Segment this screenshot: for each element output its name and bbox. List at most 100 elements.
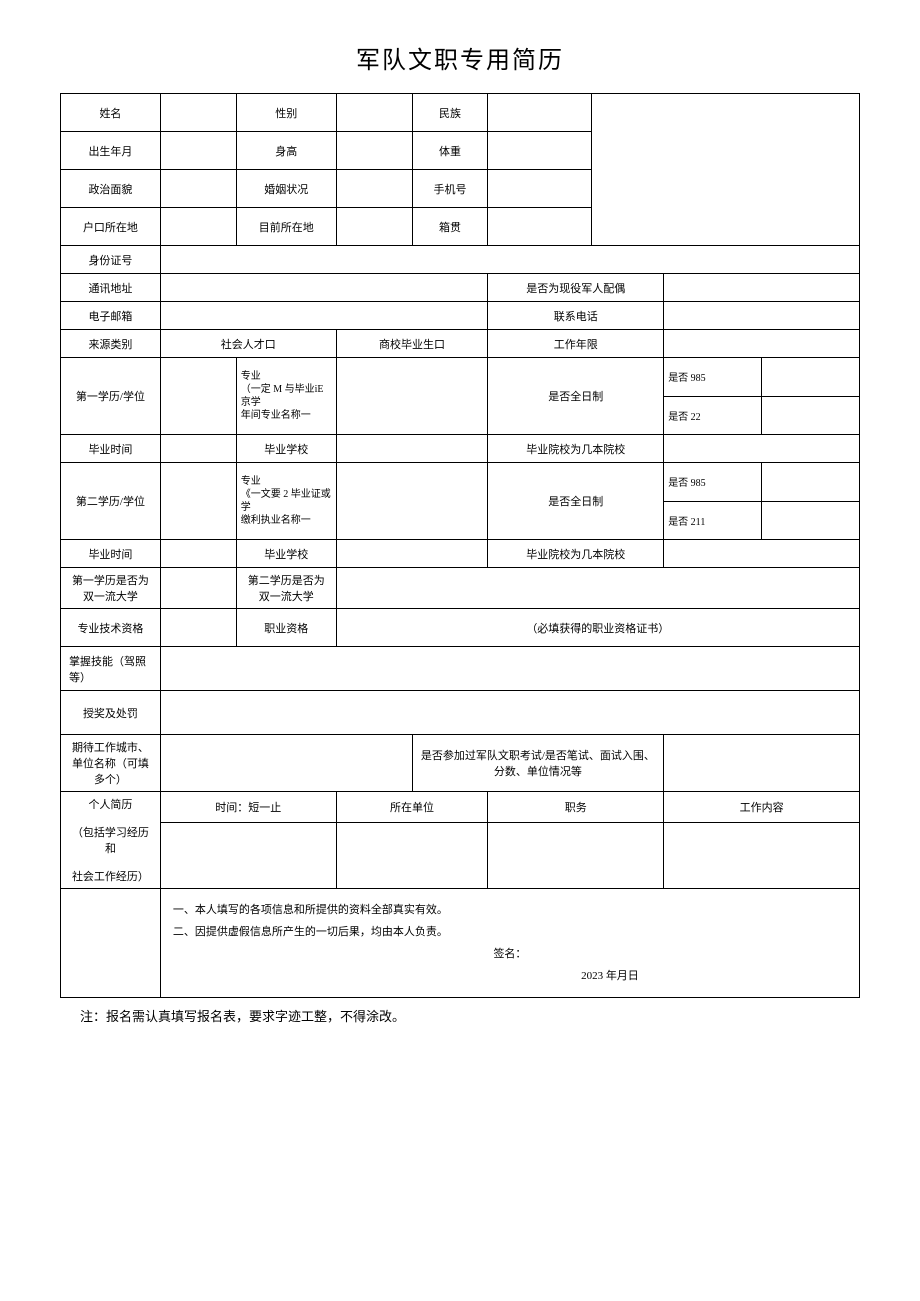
label-height: 身高 — [236, 132, 336, 170]
col-org: 所在单位 — [336, 792, 488, 823]
col-time: 时间：短一止 — [160, 792, 336, 823]
label-techqual: 专业技术资格 — [61, 609, 161, 647]
page-title: 军队文职专用简历 — [60, 40, 860, 75]
label-contact-phone: 联系电话 — [488, 302, 664, 330]
field-birth[interactable] — [160, 132, 236, 170]
label-spouse-mil: 是否为现役军人配偶 — [488, 274, 664, 302]
label-fulltime2: 是否全日制 — [488, 463, 664, 540]
label-gradschool1: 毕业学校 — [236, 435, 336, 463]
label-email: 电子邮箱 — [61, 302, 161, 330]
label-major2: 专业 《一文要 2 毕业证或学 缴利执业名称一 — [236, 463, 336, 540]
field-height[interactable] — [336, 132, 412, 170]
label-gradschool2: 毕业学校 — [236, 540, 336, 568]
field-phone[interactable] — [488, 170, 592, 208]
label-double1: 第一学历是否为双一流大学 — [61, 568, 161, 609]
field-is985-1[interactable] — [762, 358, 859, 396]
field-occqual-note[interactable]: （必填获得的职业资格证书） — [336, 609, 859, 647]
declaration-cell: 一、本人填写的各项信息和所提供的资料全部真实有效。 二、因提供虚假信息所产生的一… — [160, 889, 859, 998]
label-occqual: 职业资格 — [236, 609, 336, 647]
field-gender[interactable] — [336, 94, 412, 132]
label-work-years: 工作年限 — [488, 330, 664, 358]
label-tier1: 毕业院校为几本院校 — [488, 435, 664, 463]
label-major1: 专业 （一定 M 与毕业iE京学 年间专业名称一 — [236, 358, 336, 435]
label-origin: 箱贯 — [412, 208, 488, 246]
field-email[interactable] — [160, 302, 488, 330]
field-degree1[interactable] — [160, 358, 236, 435]
label-hukou: 户口所在地 — [61, 208, 161, 246]
decl-line1: 一、本人填写的各项信息和所提供的资料全部真实有效。 — [173, 899, 847, 921]
field-hukou[interactable] — [160, 208, 236, 246]
field-tier1[interactable] — [664, 435, 860, 463]
field-name[interactable] — [160, 94, 236, 132]
footer-note: 注：报名需认真填写报名表，要求字迹工整，不得涂改。 — [60, 1006, 860, 1025]
field-tier2[interactable] — [664, 540, 860, 568]
field-double2[interactable] — [336, 568, 859, 609]
label-gender: 性别 — [236, 94, 336, 132]
field-gradschool1[interactable] — [336, 435, 488, 463]
field-major2[interactable] — [336, 463, 488, 540]
field-resume-org[interactable] — [336, 822, 488, 888]
field-idno[interactable] — [160, 246, 859, 274]
label-weight: 体重 — [412, 132, 488, 170]
label-fulltime1: 是否全日制 — [488, 358, 664, 435]
field-contact-phone[interactable] — [664, 302, 860, 330]
label-exam-history: 是否参加过军队文职考试/是否笔试、面试入围、分数、单位情况等 — [412, 735, 664, 792]
field-is211[interactable] — [762, 501, 859, 539]
field-exam-history[interactable] — [664, 735, 860, 792]
opt-school[interactable]: 商校毕业生口 — [336, 330, 488, 358]
field-expect[interactable] — [160, 735, 412, 792]
label-political: 政治面貌 — [61, 170, 161, 208]
field-resume-content[interactable] — [664, 822, 860, 888]
col-duty: 职务 — [488, 792, 664, 823]
field-gradtime1[interactable] — [160, 435, 236, 463]
field-techqual[interactable] — [160, 609, 236, 647]
label-skills: 掌握技能（驾照等） — [61, 647, 161, 691]
field-is22[interactable] — [762, 396, 859, 434]
label-address: 通讯地址 — [61, 274, 161, 302]
opt-social[interactable]: 社会人才口 — [160, 330, 336, 358]
field-current-loc[interactable] — [336, 208, 412, 246]
field-is985-2[interactable] — [762, 463, 859, 501]
field-origin[interactable] — [488, 208, 592, 246]
label-idno: 身份证号 — [61, 246, 161, 274]
field-985-22-wrap: 是否 985 是否 22 — [664, 358, 860, 435]
label-gradtime1: 毕业时间 — [61, 435, 161, 463]
field-political[interactable] — [160, 170, 236, 208]
date-label: 2023 年月日 — [173, 965, 847, 987]
field-degree2[interactable] — [160, 463, 236, 540]
field-resume-duty[interactable] — [488, 822, 664, 888]
label-source: 来源类别 — [61, 330, 161, 358]
field-work-years[interactable] — [664, 330, 860, 358]
field-985-211-wrap: 是否 985 是否 211 — [664, 463, 860, 540]
decl-line2: 二、因提供虚假信息所产生的一切后果，均由本人负责。 — [173, 921, 847, 943]
decl-label-cell — [61, 889, 161, 998]
label-tier2: 毕业院校为几本院校 — [488, 540, 664, 568]
label-ethnicity: 民族 — [412, 94, 488, 132]
field-weight[interactable] — [488, 132, 592, 170]
label-gradtime2: 毕业时间 — [61, 540, 161, 568]
field-address[interactable] — [160, 274, 488, 302]
label-is22: 是否 22 — [664, 396, 761, 434]
field-ethnicity[interactable] — [488, 94, 592, 132]
label-expect: 期待工作城市、单位名称（可填多个） — [61, 735, 161, 792]
field-gradtime2[interactable] — [160, 540, 236, 568]
label-is985-2: 是否 985 — [664, 463, 761, 501]
field-awards[interactable] — [160, 691, 859, 735]
sign-label: 签名： — [173, 943, 847, 965]
label-degree2: 第二学历/学位 — [61, 463, 161, 540]
photo-area[interactable] — [592, 94, 860, 246]
field-skills[interactable] — [160, 647, 859, 691]
field-major1[interactable] — [336, 358, 488, 435]
field-marital[interactable] — [336, 170, 412, 208]
label-is211: 是否 211 — [664, 501, 761, 539]
field-spouse-mil[interactable] — [664, 274, 860, 302]
label-name: 姓名 — [61, 94, 161, 132]
col-content: 工作内容 — [664, 792, 860, 823]
field-double1[interactable] — [160, 568, 236, 609]
label-is985-1: 是否 985 — [664, 358, 761, 396]
field-gradschool2[interactable] — [336, 540, 488, 568]
field-resume-time[interactable] — [160, 822, 336, 888]
label-marital: 婚姻状况 — [236, 170, 336, 208]
label-double2: 第二学历是否为双一流大学 — [236, 568, 336, 609]
label-resume: 个人简历 （包括学习经历和 社会工作经历） — [61, 792, 161, 889]
